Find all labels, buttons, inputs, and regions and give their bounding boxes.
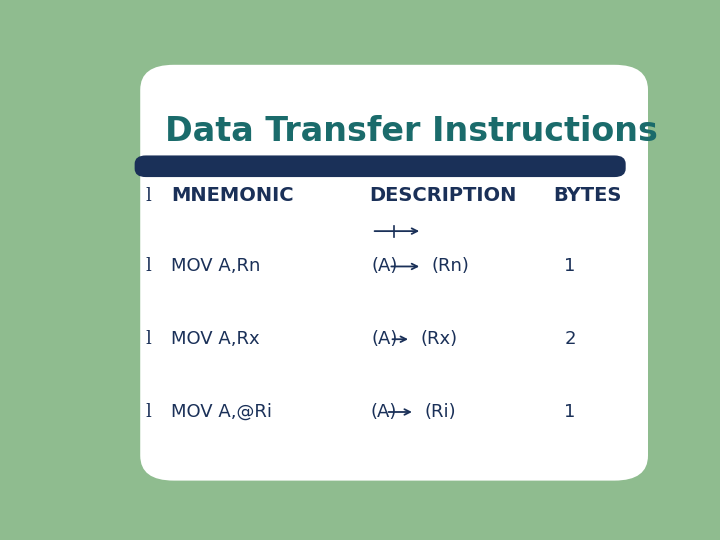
Text: (Rx): (Rx): [420, 330, 457, 348]
Text: MNEMONIC: MNEMONIC: [171, 186, 294, 205]
FancyBboxPatch shape: [140, 65, 648, 481]
Text: (A): (A): [372, 330, 398, 348]
Text: DESCRIPTION: DESCRIPTION: [369, 186, 516, 205]
Text: 2: 2: [564, 330, 576, 348]
Text: 1: 1: [564, 258, 576, 275]
Text: MOV A,@Ri: MOV A,@Ri: [171, 403, 272, 421]
Text: l: l: [145, 403, 151, 421]
Text: l: l: [145, 187, 151, 205]
Text: (Ri): (Ri): [425, 403, 456, 421]
Text: (A): (A): [372, 258, 398, 275]
FancyBboxPatch shape: [135, 156, 626, 177]
Text: BYTES: BYTES: [553, 186, 621, 205]
Text: MOV A,Rx: MOV A,Rx: [171, 330, 259, 348]
Text: Data Transfer Instructions: Data Transfer Instructions: [166, 115, 658, 148]
Text: (Rn): (Rn): [431, 258, 469, 275]
Text: (A): (A): [370, 403, 397, 421]
Text: MOV A,Rn: MOV A,Rn: [171, 258, 261, 275]
Text: l: l: [145, 258, 151, 275]
Text: l: l: [145, 330, 151, 348]
Text: 1: 1: [564, 403, 576, 421]
